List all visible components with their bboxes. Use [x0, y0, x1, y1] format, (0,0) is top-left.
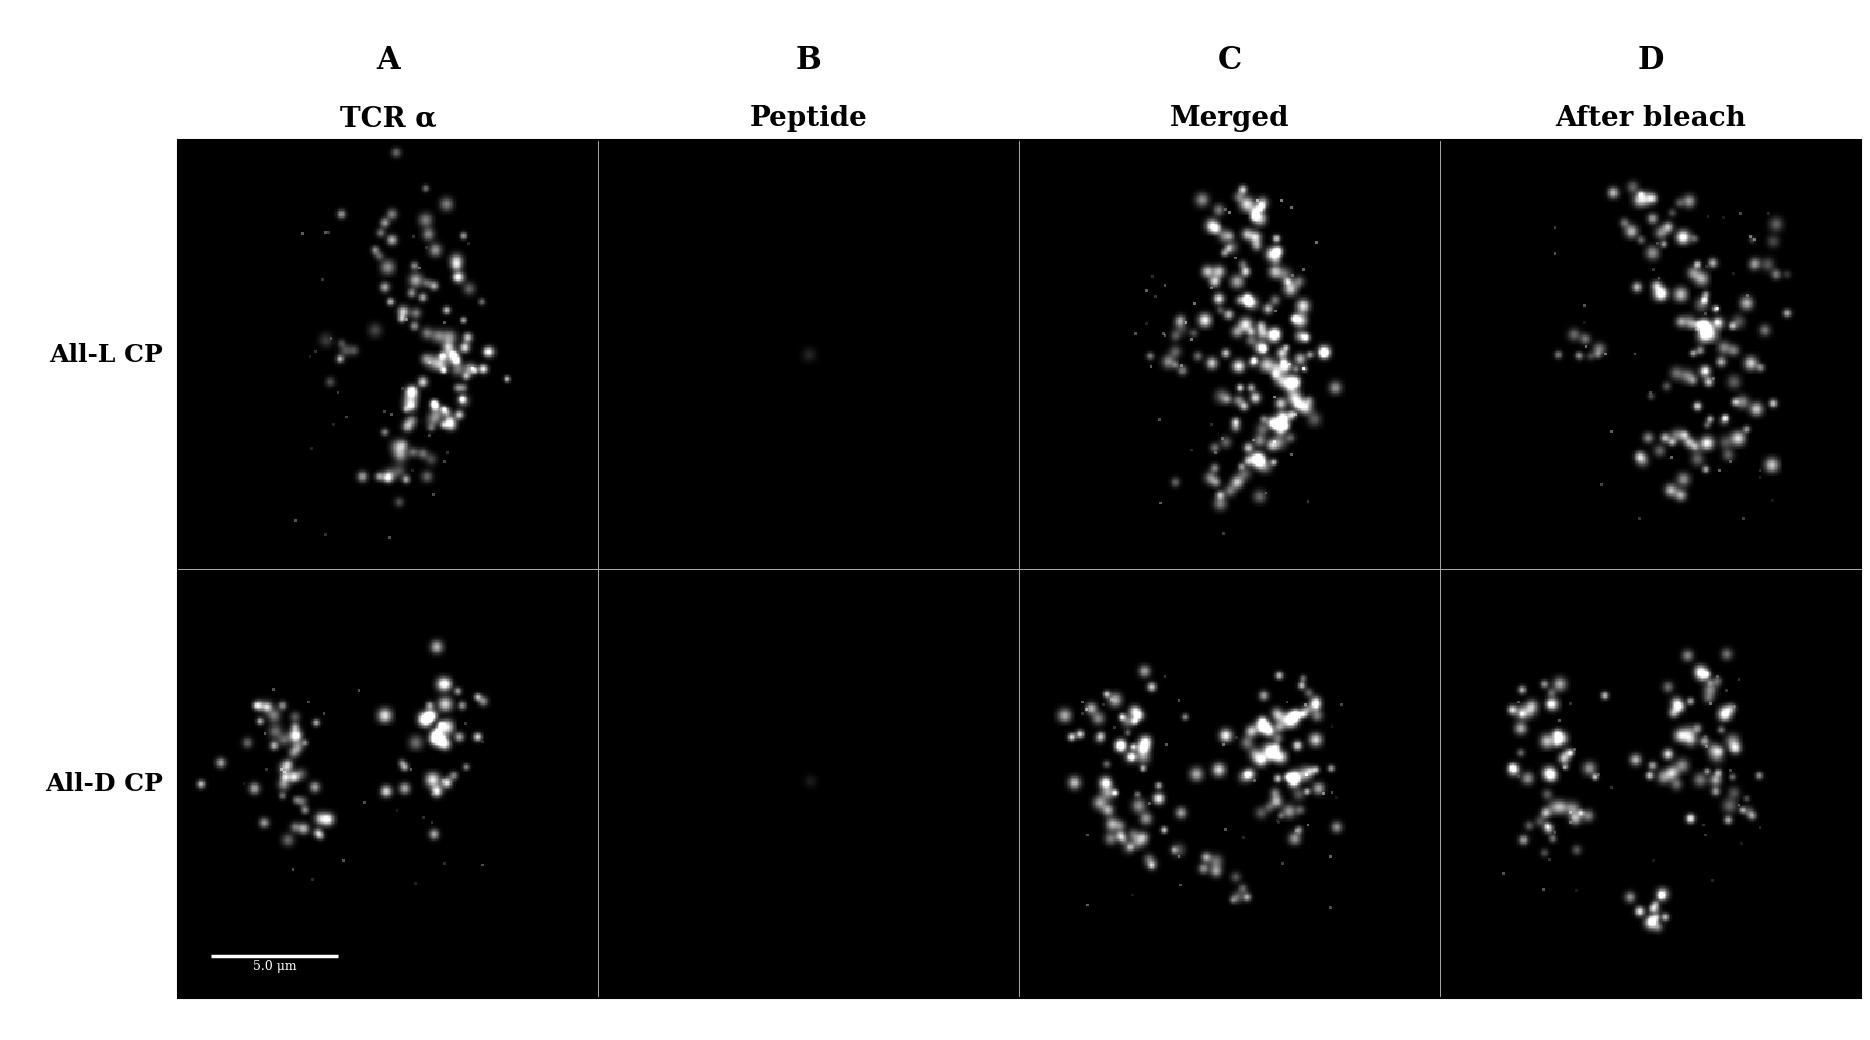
Text: After bleach: After bleach: [1554, 105, 1747, 132]
Text: D: D: [1636, 45, 1664, 76]
Text: A: A: [376, 45, 400, 76]
Text: Peptide: Peptide: [750, 105, 868, 132]
Text: Merged: Merged: [1171, 105, 1288, 132]
Text: All-L CP: All-L CP: [49, 343, 163, 367]
Text: 5.0 μm: 5.0 μm: [252, 960, 295, 972]
Text: C: C: [1217, 45, 1242, 76]
Text: B: B: [797, 45, 821, 76]
Text: TCR α: TCR α: [340, 105, 436, 132]
Text: All-D CP: All-D CP: [45, 772, 163, 796]
